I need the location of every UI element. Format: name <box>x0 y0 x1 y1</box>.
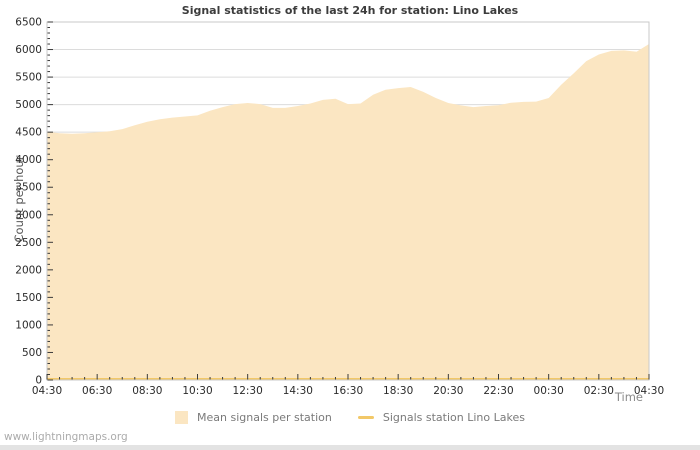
svg-text:02:30: 02:30 <box>584 385 614 397</box>
svg-text:500: 500 <box>22 347 42 359</box>
watermark: www.lightningmaps.org <box>4 431 128 443</box>
svg-text:06:30: 06:30 <box>82 385 112 397</box>
legend-item-station: Signals station Lino Lakes <box>357 411 525 424</box>
svg-text:14:30: 14:30 <box>283 385 313 397</box>
legend-label-station: Signals station Lino Lakes <box>382 411 525 424</box>
svg-text:08:30: 08:30 <box>132 385 162 397</box>
svg-text:2500: 2500 <box>15 237 42 249</box>
svg-text:4500: 4500 <box>15 127 42 139</box>
svg-text:3500: 3500 <box>15 182 42 194</box>
svg-text:0: 0 <box>35 375 42 387</box>
svg-text:6500: 6500 <box>15 17 42 29</box>
svg-text:10:30: 10:30 <box>182 385 212 397</box>
svg-text:4000: 4000 <box>15 154 42 166</box>
svg-text:1000: 1000 <box>15 319 42 331</box>
svg-text:12:30: 12:30 <box>233 385 263 397</box>
x-axis-title: Time <box>614 390 643 404</box>
svg-text:22:30: 22:30 <box>483 385 513 397</box>
svg-text:04:30: 04:30 <box>634 385 664 397</box>
legend-area-swatch-icon <box>175 411 189 424</box>
legend-item-mean: Mean signals per station <box>175 411 332 424</box>
chart-legend: Mean signals per station Signals station… <box>0 411 700 424</box>
svg-text:1500: 1500 <box>15 292 42 304</box>
svg-text:16:30: 16:30 <box>333 385 363 397</box>
svg-text:5000: 5000 <box>15 99 42 111</box>
svg-text:5500: 5500 <box>15 72 42 84</box>
svg-text:20:30: 20:30 <box>433 385 463 397</box>
legend-label-mean: Mean signals per station <box>197 411 332 424</box>
legend-line-swatch-icon <box>357 416 374 419</box>
svg-text:18:30: 18:30 <box>383 385 413 397</box>
svg-text:2000: 2000 <box>15 264 42 276</box>
svg-text:04:30: 04:30 <box>32 385 62 397</box>
svg-text:3000: 3000 <box>15 209 42 221</box>
window-edge-strip <box>0 445 700 450</box>
chart-title: Signal statistics of the last 24h for st… <box>181 4 519 17</box>
svg-text:00:30: 00:30 <box>534 385 564 397</box>
svg-text:6000: 6000 <box>15 44 42 56</box>
